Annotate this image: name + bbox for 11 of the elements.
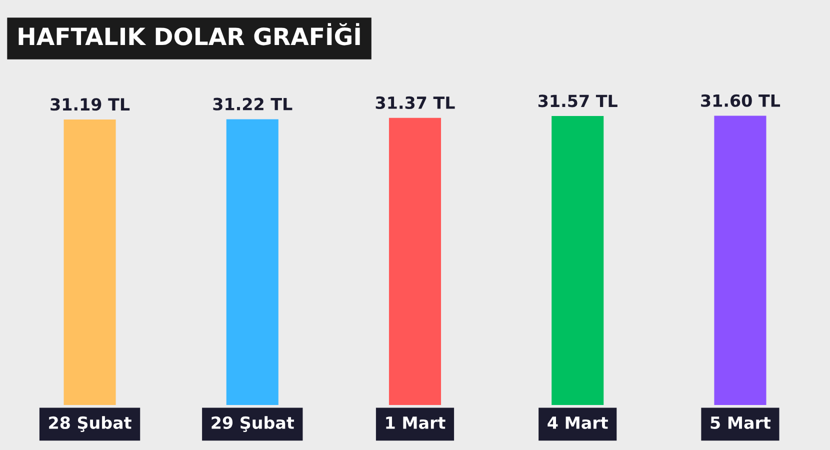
x-tick-label: 1 Mart bbox=[386, 416, 446, 430]
data-label: 31.60 TL bbox=[701, 94, 780, 107]
data-label: 31.22 TL bbox=[213, 98, 292, 110]
x-tick-label: 5 Mart bbox=[710, 416, 771, 430]
data-label: 31.19 TL bbox=[50, 98, 130, 111]
data-label: 31.57 TL bbox=[538, 94, 618, 108]
chart-title: HAFTALIK DOLAR GRAFİĞİ bbox=[18, 23, 360, 46]
data-label: 31.37 TL bbox=[376, 96, 455, 110]
x-tick-label: 28 Şubat bbox=[49, 416, 132, 432]
x-tick-label: 4 Mart bbox=[548, 416, 608, 430]
x-tick-label: 29 Şubat bbox=[212, 416, 294, 432]
